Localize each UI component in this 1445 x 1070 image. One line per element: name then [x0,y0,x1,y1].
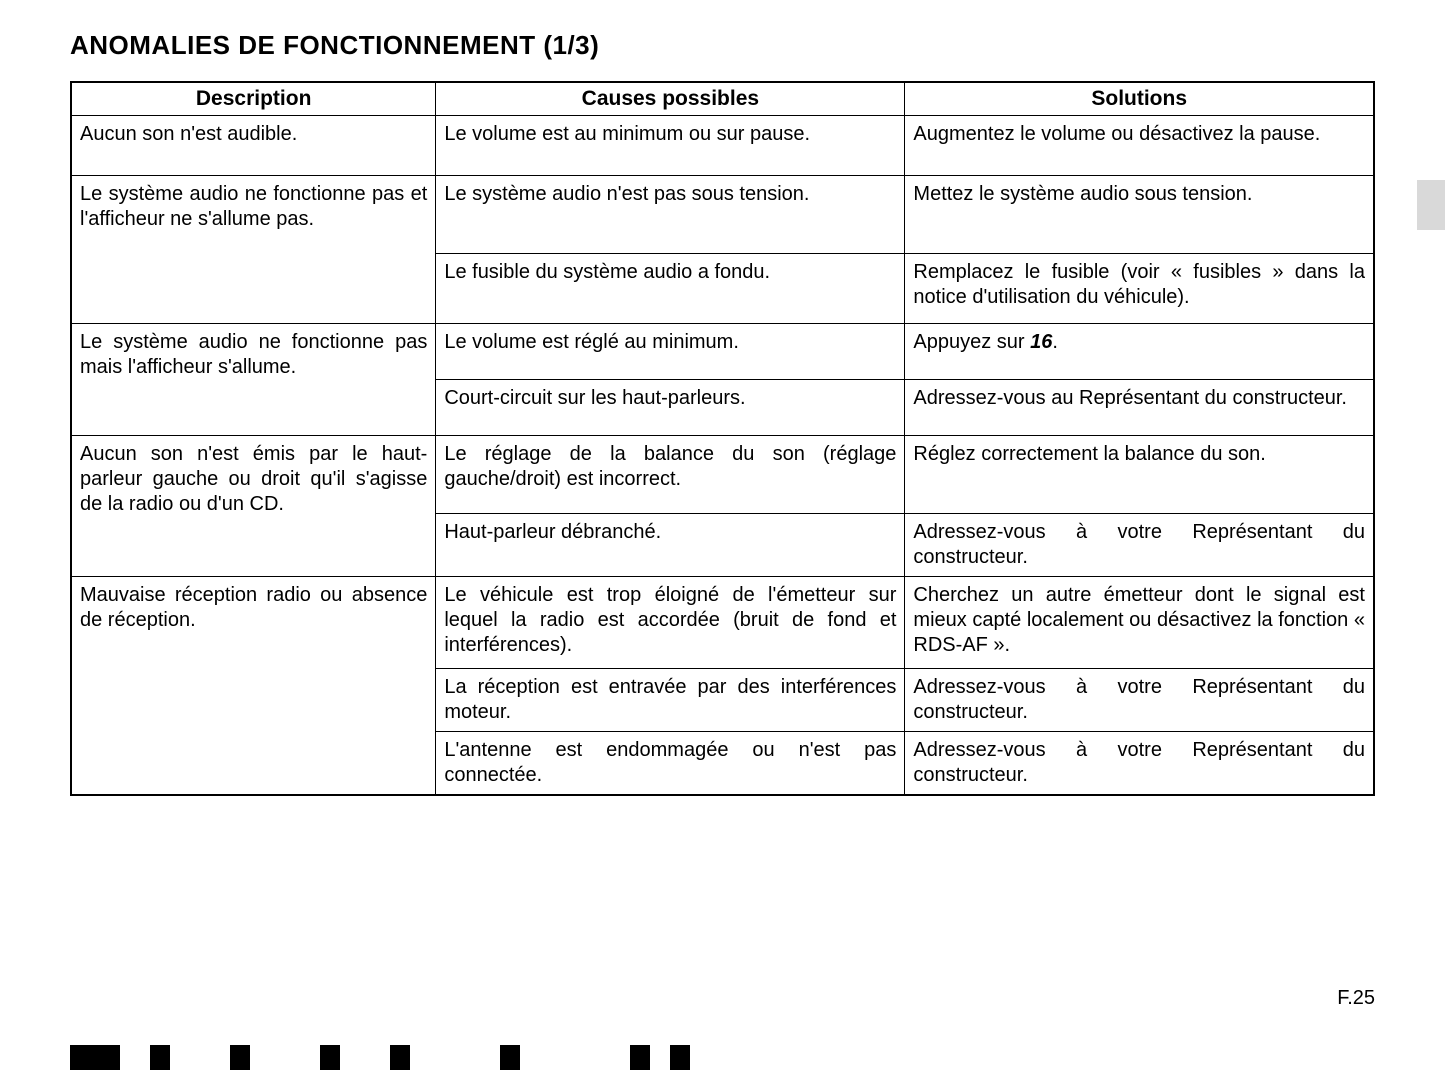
cell-description: Le système audio ne fonctionne pas mais … [71,324,436,436]
cell-solution: Mettez le système audio sous tension. [905,176,1374,254]
cell-solution: Appuyez sur 16. [905,324,1374,380]
solution-ref: 16 [1030,331,1052,353]
cell-solution: Remplacez le fusible (voir « fusibles » … [905,254,1374,324]
cell-description: Le système audio ne fonctionne pas et l'… [71,176,436,324]
cell-cause: Le fusible du système audio a fondu. [436,254,905,324]
table-row: Le système audio ne fonctionne pas et l'… [71,176,1374,254]
cell-cause: Le véhicule est trop éloigné de l'émette… [436,577,905,669]
table-header-row: Description Causes possibles Solutions [71,82,1374,116]
cell-solution: Adressez-vous à votre Représentant du co… [905,732,1374,796]
col-header-description: Description [71,82,436,116]
cell-description: Mauvaise réception radio ou absence de r… [71,577,436,796]
cell-cause: L'antenne est endommagée ou n'est pas co… [436,732,905,796]
side-tab [1417,180,1445,230]
cell-cause: Le réglage de la balance du son (réglage… [436,436,905,514]
cell-cause: Haut-parleur débranché. [436,514,905,577]
cell-cause: Le volume est au minimum ou sur pause. [436,116,905,176]
cell-solution: Adressez-vous à votre Représentant du co… [905,514,1374,577]
cell-description: Aucun son n'est audible. [71,116,436,176]
solution-text-suffix: . [1052,331,1058,353]
footer-mark [70,1045,120,1070]
cell-cause: Le volume est réglé au minimum. [436,324,905,380]
footer-marks [70,1045,690,1070]
table-row: Aucun son n'est audible. Le volume est a… [71,116,1374,176]
page-number: F.25 [1337,987,1375,1010]
table-row: Aucun son n'est émis par le haut-parleur… [71,436,1374,514]
anomalies-table: Description Causes possibles Solutions A… [70,81,1375,796]
footer-mark [390,1045,410,1070]
cell-solution: Cherchez un autre émetteur dont le signa… [905,577,1374,669]
cell-description: Aucun son n'est émis par le haut-parleur… [71,436,436,577]
footer-mark [320,1045,340,1070]
page-content: ANOMALIES DE FONCTIONNEMENT (1/3) Descri… [0,0,1445,796]
cell-cause: Court-circuit sur les haut-parleurs. [436,380,905,436]
cell-cause: Le système audio n'est pas sous tension. [436,176,905,254]
cell-solution: Adressez-vous à votre Représentant du co… [905,669,1374,732]
cell-solution: Réglez correctement la balance du son. [905,436,1374,514]
col-header-solutions: Solutions [905,82,1374,116]
footer-mark [670,1045,690,1070]
footer-mark [230,1045,250,1070]
footer-mark [630,1045,650,1070]
table-row: Le système audio ne fonctionne pas mais … [71,324,1374,380]
solution-text-prefix: Appuyez sur [913,331,1030,353]
table-row: Mauvaise réception radio ou absence de r… [71,577,1374,669]
cell-solution: Adressez-vous au Représentant du constru… [905,380,1374,436]
footer-mark [150,1045,170,1070]
page-title: ANOMALIES DE FONCTIONNEMENT (1/3) [70,30,1375,61]
footer-mark [500,1045,520,1070]
cell-cause: La réception est entravée par des interf… [436,669,905,732]
table-body: Aucun son n'est audible. Le volume est a… [71,116,1374,796]
cell-solution: Augmentez le volume ou désactivez la pau… [905,116,1374,176]
col-header-causes: Causes possibles [436,82,905,116]
